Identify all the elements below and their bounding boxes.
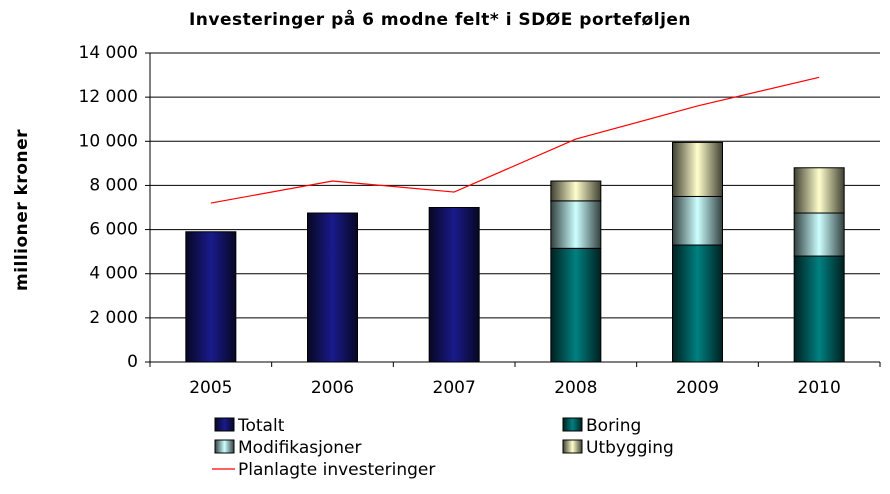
x-tick-label: 2009 xyxy=(676,378,719,398)
bar xyxy=(185,231,237,363)
bar xyxy=(793,255,845,363)
y-tick-label: 12 000 xyxy=(79,87,138,107)
bar xyxy=(672,195,723,246)
legend-swatch xyxy=(562,417,583,432)
legend-label: Modifikasjoner xyxy=(238,438,361,458)
bar xyxy=(793,212,845,257)
line xyxy=(210,76,820,204)
y-tick-label: 6 000 xyxy=(89,220,138,240)
bar xyxy=(793,167,845,214)
y-tick-label: 2 000 xyxy=(89,308,138,328)
y-tick-label: 14 000 xyxy=(79,43,138,63)
legend-label: Utbygging xyxy=(586,438,674,458)
bar xyxy=(672,244,723,363)
legend-swatch xyxy=(214,439,235,454)
legend-label: Totalt xyxy=(237,416,285,436)
y-tick-label: 10 000 xyxy=(79,131,138,151)
y-tick-label: 8 000 xyxy=(89,175,138,195)
bar xyxy=(428,207,480,363)
x-tick-label: 2008 xyxy=(554,378,597,398)
x-tick-label: 2007 xyxy=(433,378,476,398)
chart-title: Investeringer på 6 modne felt* i SDØE po… xyxy=(189,8,691,30)
legend-label: Boring xyxy=(586,416,641,436)
y-tick-label: 4 000 xyxy=(89,264,138,284)
y-tick-label: 0 xyxy=(127,352,138,372)
bar xyxy=(672,141,723,197)
legend-swatch xyxy=(562,439,583,454)
legend-label: Planlagte investeringer xyxy=(238,460,435,480)
bar xyxy=(307,212,358,363)
bar xyxy=(550,200,602,249)
x-tick-label: 2010 xyxy=(798,378,841,398)
y-axis-label: millioner kroner xyxy=(12,129,32,291)
x-tick-label: 2006 xyxy=(311,378,354,398)
bar xyxy=(550,247,602,363)
x-tick-label: 2005 xyxy=(189,378,232,398)
bar xyxy=(550,180,602,202)
legend-swatch xyxy=(214,417,235,432)
